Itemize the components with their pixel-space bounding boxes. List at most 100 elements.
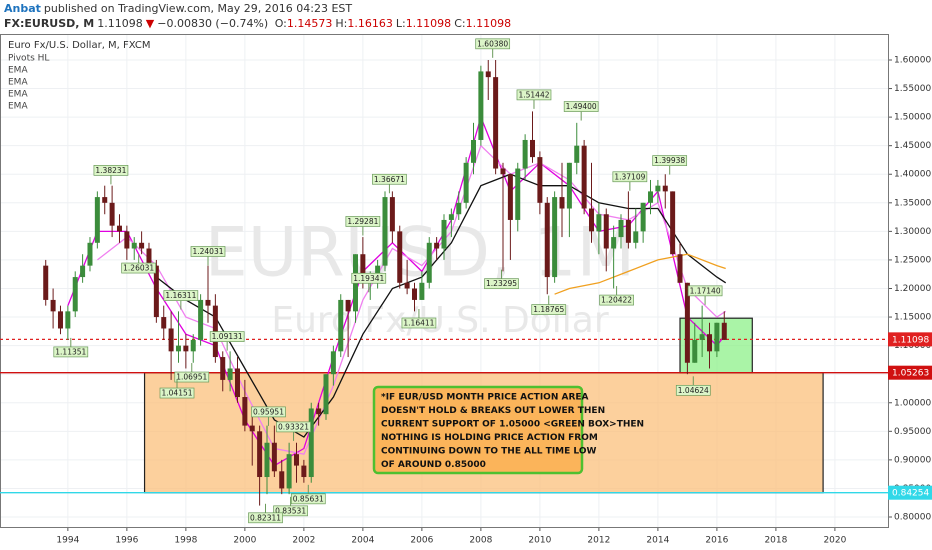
candle-body — [596, 214, 602, 232]
pivot-box — [273, 505, 308, 517]
pivot-box — [351, 272, 387, 284]
pivot-box — [163, 290, 199, 301]
candle-body — [625, 219, 631, 243]
y-tick-label: 1.20000 — [894, 284, 931, 294]
candle-body — [183, 345, 189, 352]
ohlc-value: 1.11098 — [465, 17, 512, 30]
pivot-box — [159, 387, 195, 399]
pivot-label: 1.36671 — [374, 175, 405, 184]
pivot-box — [345, 216, 381, 227]
candle-body — [198, 299, 204, 340]
candle-body — [544, 202, 550, 278]
candle-body — [360, 254, 366, 278]
pivot-box — [276, 421, 311, 433]
y-tick-label: 1.25000 — [894, 255, 931, 265]
annotation-line: CURRENT SUPPORT OF 1.05000 <GREEN BOX>TH… — [381, 420, 644, 430]
y-tick-label: 0.95000 — [894, 427, 931, 437]
pivot-box — [531, 304, 567, 315]
indicator-name: EMA — [8, 102, 28, 112]
pivot-label: 1.19341 — [353, 274, 384, 283]
pivot-box — [563, 101, 599, 112]
candle-body — [146, 248, 152, 266]
price-tag-label: 1.05263 — [892, 369, 929, 379]
symbol: FX:EURUSD, M — [4, 17, 95, 30]
pivot-label: 1.51442 — [518, 90, 549, 99]
pivot-box — [290, 493, 326, 505]
ohlc-key: H: — [335, 17, 348, 30]
x-tick-label: 2008 — [469, 536, 492, 546]
pivot-box — [93, 165, 129, 176]
candle-body — [271, 442, 277, 472]
x-tick-label: 2002 — [292, 536, 315, 546]
candle-body — [389, 197, 395, 232]
y-tick-label: 1.40000 — [894, 170, 931, 180]
annotation-line: CONTINUING DOWN TO THE ALL TIME LOW — [381, 447, 596, 457]
candle-body — [234, 368, 240, 398]
x-tick-label: 2004 — [351, 536, 374, 546]
candle-body — [640, 202, 646, 232]
pivot-label: 0.93321 — [278, 422, 309, 431]
indicator-name: Pivots HL — [8, 54, 49, 64]
candle-body — [382, 197, 388, 266]
candle-body — [50, 299, 56, 312]
y-tick-label: 0.80000 — [894, 513, 931, 523]
candle-body — [478, 71, 484, 140]
candle-body — [648, 191, 654, 203]
y-tick-label: 1.50000 — [894, 113, 931, 123]
candle-body — [323, 374, 329, 415]
candle-body — [670, 191, 676, 255]
pivot-label: 1.16411 — [403, 319, 434, 328]
ohlc-value: 1.11098 — [405, 17, 452, 30]
annotation-box — [372, 385, 584, 475]
pivot-label: 0.83531 — [275, 506, 306, 515]
pivot-label: 1.23295 — [486, 279, 517, 288]
pivot-label: 1.11351 — [55, 347, 86, 356]
pivot-label: 1.09131 — [212, 332, 243, 341]
candle-body — [139, 242, 145, 249]
candle-body — [411, 288, 417, 300]
candle-body — [559, 197, 565, 209]
x-tick-label: 2010 — [528, 536, 551, 546]
candle-body — [249, 425, 255, 432]
candle-body — [116, 225, 122, 232]
pivot-box — [190, 246, 226, 257]
annotation-line: *IF EUR/USD MONTH PRICE ACTION AREA — [381, 393, 589, 403]
y-tick-label: 1.55000 — [894, 84, 931, 94]
y-tick-label: 1.45000 — [894, 141, 931, 151]
candle-body — [662, 185, 668, 192]
candle-body — [57, 311, 63, 329]
price-tag — [888, 365, 932, 380]
pivot-box — [209, 331, 245, 342]
candle-body — [471, 139, 477, 163]
candle-body — [375, 265, 381, 278]
ohlc-value: 1.16163 — [347, 17, 393, 30]
annotation-line: NOTHING IS HOLDING PRICE ACTION FROM — [381, 433, 598, 443]
x-tick-label: 2012 — [587, 536, 610, 546]
candle-body — [611, 237, 617, 249]
candle-body — [603, 214, 609, 249]
pivot-label: 1.39938 — [654, 156, 685, 165]
pivot-box — [475, 38, 511, 50]
pivot-box — [372, 173, 407, 185]
candle-body — [684, 282, 690, 363]
candle-body — [677, 254, 683, 283]
annotation-line: DOESN'T HOLD & BREAKS OUT LOWER THEN — [381, 406, 605, 416]
price-tag — [888, 332, 932, 347]
pivot-label: 1.06951 — [176, 373, 207, 382]
arrow: ▼ — [145, 17, 155, 30]
pivot-label: 1.26031 — [123, 264, 154, 273]
candle-body — [87, 242, 93, 266]
pivot-box — [516, 89, 552, 101]
candle-body — [264, 442, 270, 478]
pivot-box — [687, 285, 723, 297]
ohlc-value: 1.14573 — [286, 17, 333, 30]
pivot-box — [251, 406, 286, 418]
author[interactable]: Anbat — [4, 2, 41, 15]
candle-body — [441, 219, 447, 249]
candle-body — [227, 368, 233, 380]
pivot-label: 0.85631 — [293, 494, 324, 503]
ohlc-key: O: — [274, 17, 287, 30]
pivot-label: 1.04624 — [678, 386, 709, 395]
pivot-box — [174, 371, 210, 383]
